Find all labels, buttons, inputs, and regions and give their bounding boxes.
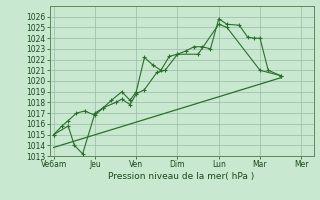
X-axis label: Pression niveau de la mer( hPa ): Pression niveau de la mer( hPa ) bbox=[108, 172, 255, 181]
